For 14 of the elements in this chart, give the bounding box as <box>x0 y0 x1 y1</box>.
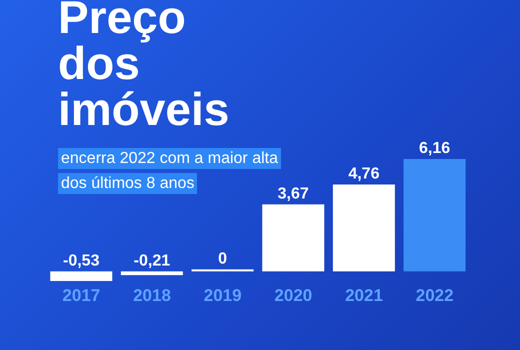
x-tick-label: 2021 <box>345 286 383 306</box>
data-label: 0 <box>218 250 228 268</box>
x-tick-label: 2020 <box>274 286 312 306</box>
x-tick-label: 2017 <box>62 286 100 306</box>
data-label: -0,53 <box>63 252 100 270</box>
chart-subtitle: encerra 2022 com a maior alta dos últimos 8 anos <box>61 150 278 192</box>
x-tick-label: 2019 <box>204 286 242 306</box>
data-label: 4,76 <box>348 166 380 183</box>
data-label: -0,21 <box>134 252 170 270</box>
x-tick-label: 2022 <box>416 286 454 306</box>
data-label: 3,67 <box>278 185 309 202</box>
data-label: 6,16 <box>419 140 450 157</box>
x-tick-label: 2018 <box>133 286 171 306</box>
chart-title: Preço dos imóveis <box>58 0 230 135</box>
